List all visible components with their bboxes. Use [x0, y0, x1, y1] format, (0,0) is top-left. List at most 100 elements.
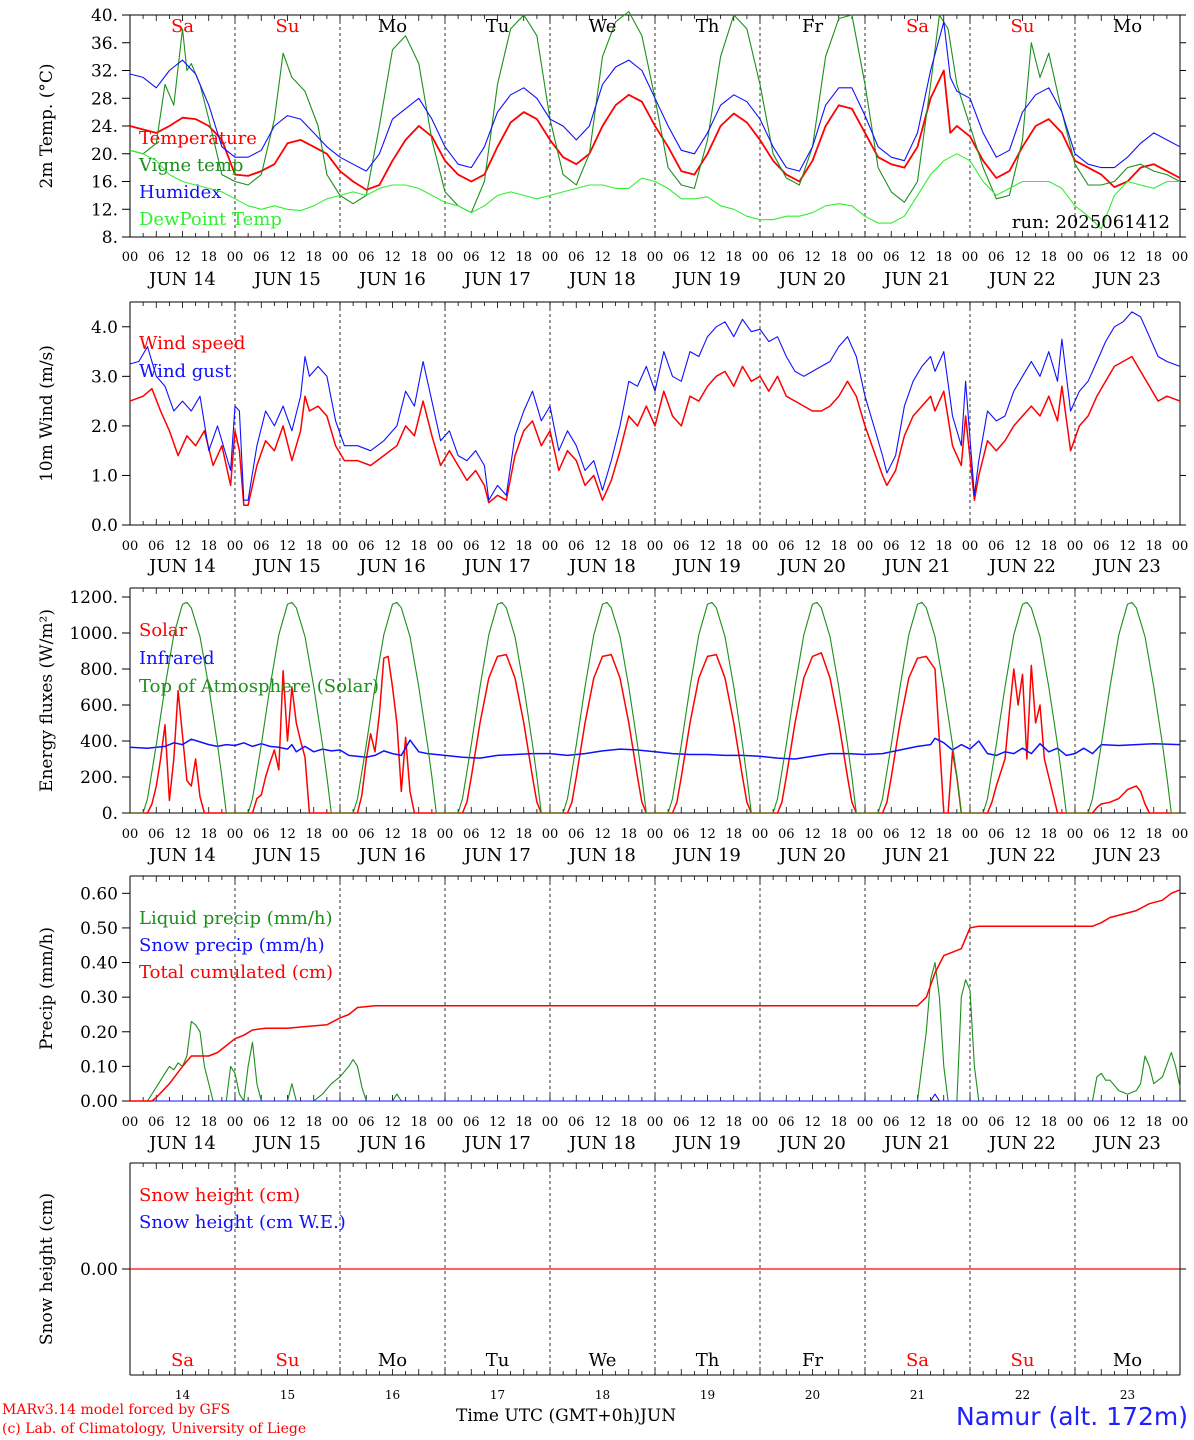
y-tick-label: 2.0 — [91, 417, 118, 437]
hour-tick-label: 00 — [1172, 827, 1189, 842]
x-axis-title: Time UTC (GMT+0h)JUN — [456, 1406, 676, 1426]
hour-tick-label: 06 — [463, 250, 480, 265]
hour-tick-label: 06 — [1093, 250, 1110, 265]
date-label: JUN 23 — [1092, 269, 1161, 290]
hour-tick-label: 12 — [384, 250, 401, 265]
hour-tick-label: 12 — [174, 827, 191, 842]
hour-tick-label: 00 — [332, 539, 349, 554]
hour-tick-label: 06 — [463, 539, 480, 554]
series-line — [129, 311, 1181, 501]
hour-tick-label: 18 — [935, 539, 952, 554]
hour-tick-label: 18 — [410, 539, 427, 554]
legend-entry: Snow height (cm W.E.) — [139, 1212, 346, 1233]
hour-tick-label: 18 — [1145, 827, 1162, 842]
y-tick-label: 36. — [91, 34, 118, 54]
day-number-label: 14 — [175, 1388, 191, 1402]
date-label: JUN 17 — [462, 556, 531, 577]
legend-entry: Top of Atmosphere (Solar) — [139, 676, 379, 697]
legend-entry: Wind speed — [139, 333, 245, 354]
hour-tick-label: 12 — [1119, 539, 1136, 554]
hour-tick-label: 06 — [1093, 1115, 1110, 1130]
hour-tick-label: 18 — [935, 1115, 952, 1130]
y-tick-label: 0.00 — [80, 1092, 118, 1112]
hour-tick-label: 06 — [778, 1115, 795, 1130]
series-line — [129, 737, 1181, 760]
weekday-label: Mo — [1113, 1350, 1142, 1371]
y-axis-label: 10m Wind (m/s) — [37, 345, 57, 482]
y-tick-label: 32. — [91, 62, 118, 82]
series-line — [129, 149, 1180, 230]
date-label: JUN 20 — [777, 845, 846, 866]
hour-tick-label: 00 — [227, 1115, 244, 1130]
hour-tick-label: 12 — [384, 539, 401, 554]
hour-tick-label: 12 — [804, 1115, 821, 1130]
hour-tick-label: 00 — [962, 1115, 979, 1130]
hour-tick-label: 18 — [725, 827, 742, 842]
hour-tick-label: 00 — [437, 1115, 454, 1130]
hour-tick-label: 06 — [673, 250, 690, 265]
date-label: JUN 22 — [987, 556, 1056, 577]
hour-tick-label: 00 — [332, 250, 349, 265]
hour-tick-label: 12 — [1014, 1115, 1031, 1130]
hour-tick-label: 06 — [988, 1115, 1005, 1130]
date-label: JUN 19 — [672, 845, 741, 866]
hour-tick-label: 18 — [725, 250, 742, 265]
hour-tick-label: 18 — [935, 250, 952, 265]
legend-entry: Infrared — [139, 648, 214, 669]
hour-tick-label: 12 — [909, 1115, 926, 1130]
run-annotation: run: 2025061412 — [1012, 212, 1170, 233]
y-tick-label: 0.60 — [80, 884, 118, 904]
hour-tick-label: 06 — [148, 539, 165, 554]
hour-tick-label: 12 — [1014, 539, 1031, 554]
y-tick-label: 0.20 — [80, 1023, 118, 1043]
hour-tick-label: 18 — [200, 539, 217, 554]
hour-tick-label: 18 — [1145, 1115, 1162, 1130]
y-tick-label: 400. — [80, 732, 118, 752]
hour-tick-label: 18 — [830, 539, 847, 554]
weekday-label: Th — [696, 1350, 720, 1371]
hour-tick-label: 18 — [1040, 539, 1057, 554]
hour-tick-label: 06 — [883, 250, 900, 265]
day-number-label: 19 — [700, 1388, 715, 1402]
weekday-label: Su — [1011, 16, 1035, 37]
hour-tick-label: 00 — [1067, 539, 1084, 554]
day-number-label: 15 — [280, 1388, 295, 1402]
series-line — [130, 601, 1180, 814]
hour-tick-label: 00 — [647, 827, 664, 842]
y-tick-label: 0.40 — [80, 954, 118, 974]
y-tick-label: 0. — [102, 804, 118, 824]
date-label: JUN 15 — [252, 556, 321, 577]
legend-entry: Wind gust — [139, 361, 232, 382]
hour-tick-label: 18 — [200, 827, 217, 842]
date-label: JUN 22 — [987, 1133, 1056, 1154]
hour-tick-label: 06 — [778, 250, 795, 265]
legend-entry: Liquid precip (mm/h) — [139, 908, 333, 929]
weekday-label: Fr — [802, 16, 823, 37]
hour-tick-label: 00 — [437, 827, 454, 842]
hour-tick-label: 00 — [437, 250, 454, 265]
hour-tick-label: 06 — [358, 1115, 375, 1130]
y-tick-label: 1200. — [69, 588, 118, 608]
y-tick-label: 0.0 — [91, 516, 118, 536]
hour-tick-label: 00 — [647, 539, 664, 554]
date-label: JUN 15 — [252, 269, 321, 290]
date-label: JUN 23 — [1092, 556, 1161, 577]
y-tick-label: 200. — [80, 768, 118, 788]
series-line — [130, 889, 1181, 1102]
y-axis-label: 2m Temp. (°C) — [37, 63, 57, 188]
hour-tick-label: 06 — [988, 250, 1005, 265]
hour-tick-label: 00 — [1067, 250, 1084, 265]
hour-tick-label: 06 — [463, 1115, 480, 1130]
hour-tick-label: 18 — [935, 827, 952, 842]
y-tick-label: 0.10 — [80, 1057, 118, 1077]
y-axis-label: Precip (mm/h) — [37, 927, 57, 1050]
hour-tick-label: 06 — [568, 250, 585, 265]
date-label: JUN 22 — [987, 269, 1056, 290]
hour-tick-label: 12 — [804, 539, 821, 554]
hour-tick-label: 12 — [804, 250, 821, 265]
weekday-label: Mo — [378, 16, 407, 37]
hour-tick-label: 18 — [410, 827, 427, 842]
y-tick-label: 0.00 — [80, 1260, 118, 1280]
date-label: JUN 19 — [672, 1133, 741, 1154]
y-tick-label: 4.0 — [91, 318, 118, 338]
